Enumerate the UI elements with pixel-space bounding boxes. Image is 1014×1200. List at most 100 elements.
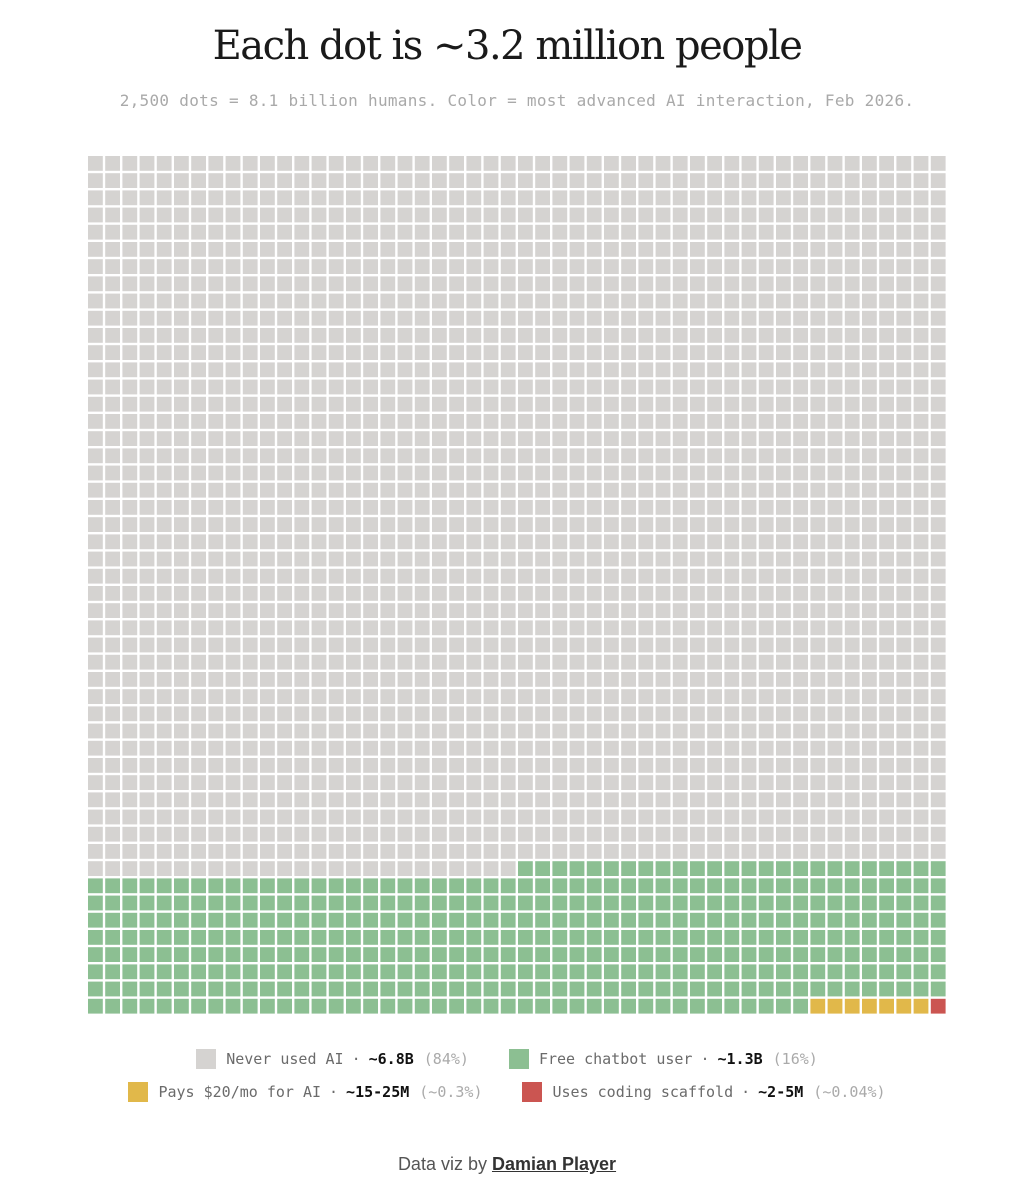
- dot-never: [621, 448, 636, 464]
- dot-never: [449, 517, 464, 532]
- dot-never: [758, 654, 774, 670]
- dot-never: [380, 156, 396, 171]
- dot-never: [311, 706, 327, 722]
- dot-never: [156, 431, 172, 446]
- dot-never: [552, 431, 568, 446]
- dot-free: [380, 878, 396, 894]
- dot-never: [363, 310, 378, 326]
- dot-never: [225, 293, 241, 309]
- dot-free: [328, 895, 344, 911]
- dot-never: [930, 620, 946, 636]
- dot-never: [380, 310, 396, 326]
- dot-free: [655, 964, 671, 980]
- dot-free: [586, 981, 602, 997]
- dot-never: [655, 740, 671, 756]
- dot-never: [346, 654, 361, 670]
- dot-never: [586, 431, 602, 446]
- dot-never: [380, 396, 396, 412]
- dot-never: [810, 500, 826, 515]
- dot-never: [758, 568, 774, 584]
- dot-never: [277, 173, 292, 188]
- dot-never: [569, 586, 585, 601]
- dot-never: [363, 156, 378, 171]
- dot-never: [311, 792, 327, 808]
- dot-never: [294, 259, 310, 274]
- dot-never: [638, 792, 654, 808]
- dot-never: [105, 448, 120, 464]
- dot-never: [466, 534, 482, 550]
- dot-never: [449, 276, 464, 292]
- dot-never: [758, 224, 774, 240]
- dot-never: [621, 723, 636, 739]
- dot-never: [707, 740, 722, 756]
- dot-never: [139, 603, 155, 618]
- dot-never: [896, 517, 912, 532]
- dot-never: [208, 809, 224, 825]
- dot-never: [432, 654, 447, 670]
- dot-never: [810, 758, 826, 773]
- dot-free: [414, 912, 430, 928]
- dot-never: [260, 362, 275, 378]
- dot-never: [380, 448, 396, 464]
- dot-never: [862, 259, 877, 274]
- dot-never: [604, 792, 619, 808]
- dot-never: [844, 689, 860, 704]
- dot-never: [225, 792, 241, 808]
- dot-never: [225, 448, 241, 464]
- dot-never: [191, 586, 206, 601]
- dot-never: [690, 156, 705, 171]
- dot-never: [793, 586, 808, 601]
- dot-free: [380, 964, 396, 980]
- dot-never: [432, 706, 447, 722]
- dot-never: [294, 775, 310, 790]
- dot-never: [913, 310, 929, 326]
- dot-never: [758, 345, 774, 360]
- dot-never: [879, 293, 894, 309]
- dot-never: [707, 414, 722, 429]
- dot-never: [518, 448, 533, 464]
- dot-never: [225, 706, 241, 722]
- dot-never: [672, 362, 688, 378]
- dot-never: [328, 465, 344, 481]
- dot-never: [844, 465, 860, 481]
- dot-never: [724, 826, 740, 842]
- dot-never: [88, 276, 103, 292]
- dot-never: [122, 792, 138, 808]
- dot-never: [191, 758, 206, 773]
- dot-never: [896, 224, 912, 240]
- dot-free: [449, 878, 464, 894]
- dot-free: [569, 998, 585, 1014]
- dot-never: [535, 482, 550, 498]
- dot-free: [466, 912, 482, 928]
- dot-never: [191, 637, 206, 653]
- dot-never: [225, 551, 241, 567]
- dot-free: [604, 930, 619, 945]
- dot-never: [449, 758, 464, 773]
- dot-never: [242, 448, 258, 464]
- dot-never: [242, 173, 258, 188]
- dot-never: [569, 345, 585, 360]
- credit-author-link[interactable]: Damian Player: [491, 1154, 617, 1174]
- dot-never: [277, 568, 292, 584]
- dot-never: [88, 672, 103, 687]
- dot-never: [724, 224, 740, 240]
- dot-never: [483, 637, 499, 653]
- dot-never: [122, 500, 138, 515]
- dot-never: [311, 568, 327, 584]
- dot-free: [810, 861, 826, 876]
- dot-never: [621, 551, 636, 567]
- dot-never: [810, 293, 826, 309]
- dot-never: [552, 723, 568, 739]
- dot-never: [569, 431, 585, 446]
- dot-never: [466, 672, 482, 687]
- dot-never: [862, 448, 877, 464]
- dot-never: [586, 740, 602, 756]
- dot-free: [225, 964, 241, 980]
- dot-free: [827, 947, 843, 962]
- dot-never: [277, 517, 292, 532]
- dot-free: [260, 947, 275, 962]
- dot-free: [346, 912, 361, 928]
- dot-never: [655, 207, 671, 223]
- dot-never: [758, 740, 774, 756]
- dot-never: [913, 689, 929, 704]
